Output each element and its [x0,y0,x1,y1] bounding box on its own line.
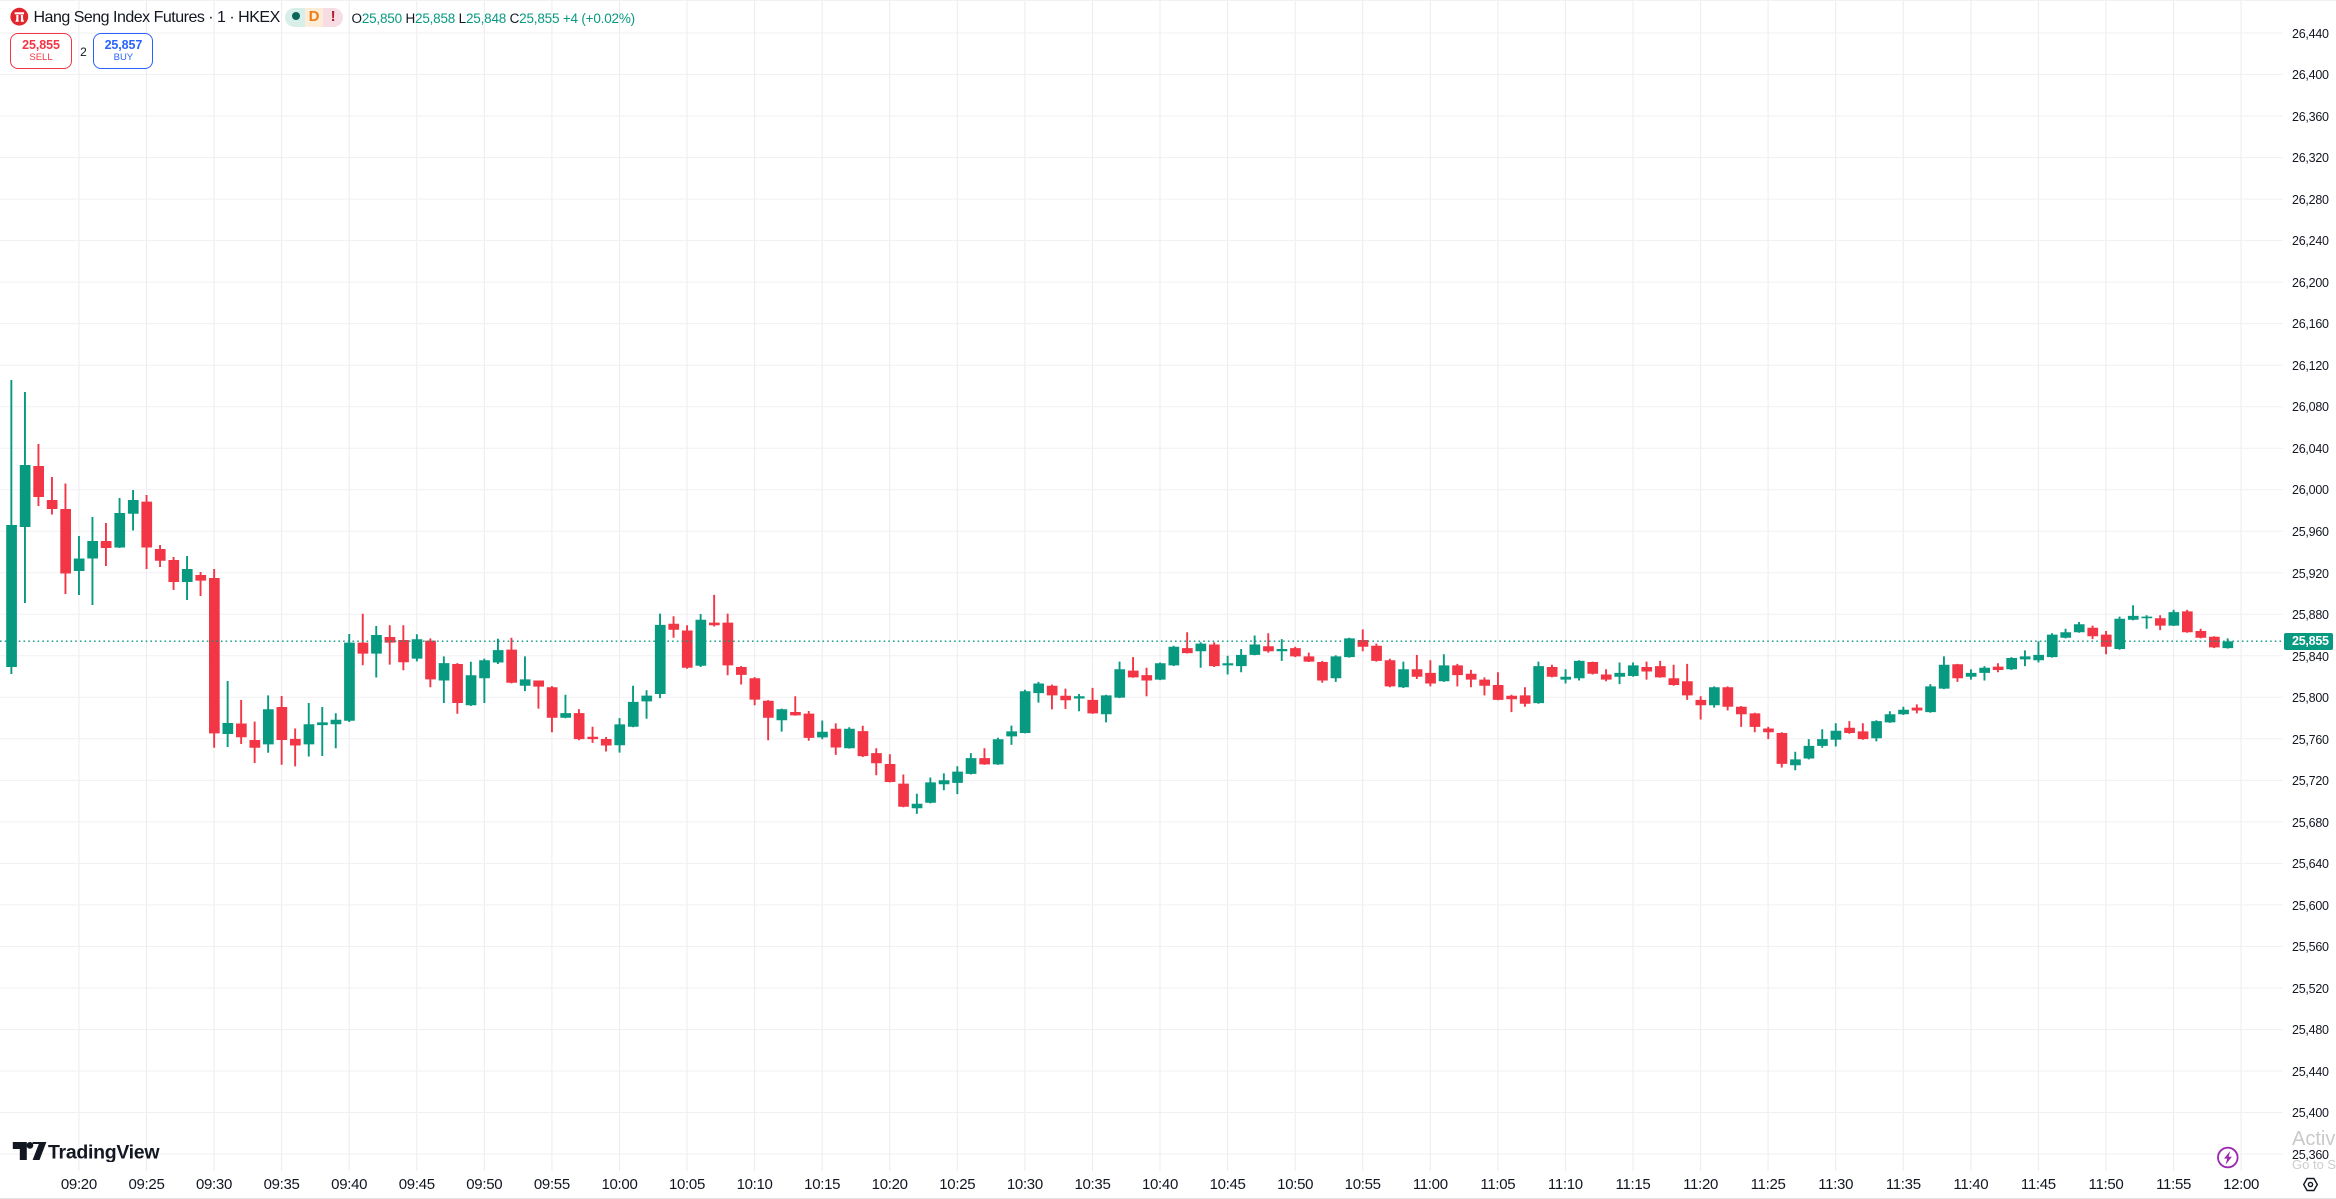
svg-text:TradingView: TradingView [48,1142,160,1163]
